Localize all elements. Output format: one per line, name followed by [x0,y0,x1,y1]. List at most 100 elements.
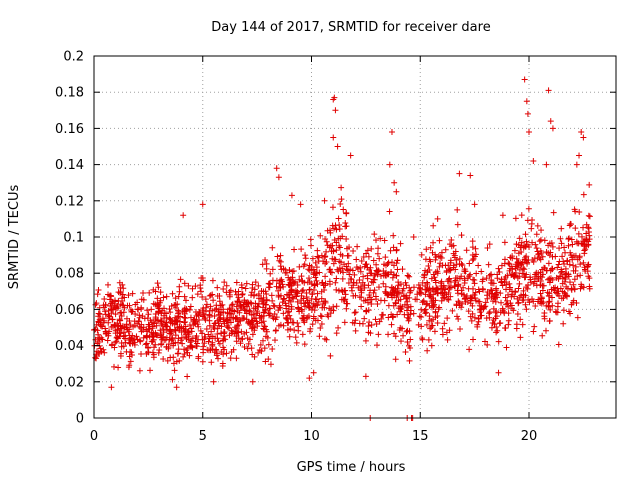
data-point [585,212,592,219]
data-point [393,247,400,254]
data-point [192,283,199,290]
data-point [226,306,233,313]
data-point [511,247,518,254]
data-point [134,299,141,306]
data-point [260,294,267,301]
data-point [120,302,127,309]
data-point [314,302,321,309]
data-point [312,259,319,266]
data-point [541,309,548,316]
data-point [530,328,537,335]
data-point [323,259,330,266]
data-point [376,255,383,262]
data-point [160,355,167,362]
data-point [134,320,141,327]
data-point [284,309,291,316]
data-point [152,341,159,348]
data-point [447,267,454,274]
data-point [205,338,212,345]
data-point [214,284,221,291]
data-point [155,284,162,291]
data-point [242,285,249,292]
data-point [523,253,530,260]
data-point [184,329,191,336]
data-point [249,378,256,385]
data-point [381,237,388,244]
data-point [295,327,302,334]
data-point [545,242,552,249]
data-point [214,350,221,357]
data-point [437,289,444,296]
data-point [187,314,194,321]
data-point [351,271,358,278]
data-point [374,250,381,257]
data-point [385,259,392,266]
data-point [220,344,227,351]
data-point [450,264,457,271]
data-point [515,285,522,292]
data-point [542,327,549,334]
data-point [318,288,325,295]
data-point [248,325,255,332]
data-point [392,356,399,363]
data-point [535,275,542,282]
data-point [417,285,424,292]
data-point [176,283,183,290]
data-point [494,327,501,334]
data-point [309,321,316,328]
data-point [545,276,552,283]
data-point [366,292,373,299]
data-point [547,249,554,256]
data-point [97,321,104,328]
data-point [424,347,431,354]
data-point [571,276,578,283]
data-point [127,340,134,347]
data-point [175,293,182,300]
data-point [457,325,464,332]
data-point [395,305,402,312]
data-point [423,246,430,253]
data-point [518,212,525,219]
data-point [570,262,577,269]
data-point [172,295,179,302]
data-point [567,310,574,317]
data-point [256,292,263,299]
data-point [367,270,374,277]
data-point [449,307,456,314]
data-point [502,274,509,281]
data-point [319,301,326,308]
data-point [307,236,314,243]
data-point [480,286,487,293]
data-point [574,256,581,263]
data-point [403,328,410,335]
data-point [549,294,555,301]
data-point [275,307,282,314]
data-point [462,298,469,305]
data-point [100,302,107,309]
data-point [352,327,359,334]
data-point [317,312,324,319]
data-point [458,273,465,280]
data-point [314,253,321,260]
data-point [450,242,457,249]
data-point [553,309,560,316]
data-point [487,286,494,293]
data-point [185,282,192,289]
data-point [550,284,557,291]
data-point [181,351,188,358]
data-point [503,344,510,351]
data-point [214,293,221,300]
data-point [250,292,257,299]
data-point [228,302,235,309]
data-point [401,311,408,318]
data-point [388,269,395,276]
data-point [292,287,299,294]
data-point [268,292,275,299]
data-point [499,212,506,219]
data-point [466,346,473,353]
data-point [127,322,134,329]
data-point [509,271,516,278]
data-point [533,231,540,238]
data-point [174,350,181,357]
data-point [522,231,529,238]
